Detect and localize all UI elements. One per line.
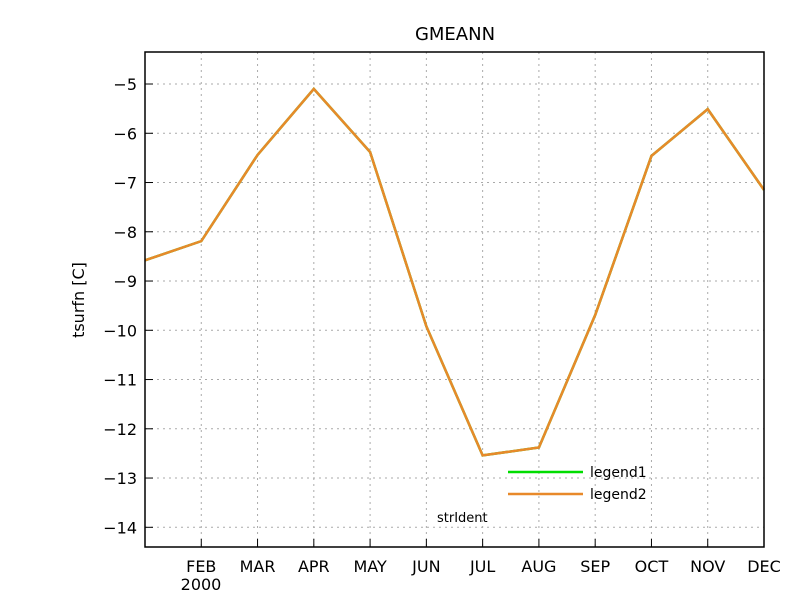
x-tick-label: MAY	[353, 557, 387, 576]
y-tick-label: −13	[103, 469, 137, 488]
x-tick-label: AUG	[521, 557, 556, 576]
x-tick-label: DEC	[747, 557, 781, 576]
legend-label-legend2: legend2	[590, 487, 647, 503]
y-tick-label: −11	[103, 371, 137, 390]
legend-label-legend1: legend1	[590, 465, 647, 481]
y-tick-label: −10	[103, 321, 137, 340]
y-tick-label: −12	[103, 420, 137, 439]
series-line-legend1	[144, 87, 766, 457]
x-sublabel: 2000	[181, 575, 222, 594]
x-tick-label: JUL	[469, 557, 495, 576]
x-tick-label: OCT	[635, 557, 669, 576]
y-tick-label: −5	[113, 75, 137, 94]
series-line-legend2	[144, 87, 766, 457]
x-tick-label: FEB	[186, 557, 216, 576]
chart-title: GMEANN	[415, 24, 495, 45]
y-tick-label: −8	[113, 223, 137, 242]
plot-frame	[144, 51, 765, 548]
y-tick-label: −9	[113, 272, 137, 291]
y-tick-label: −14	[103, 518, 137, 537]
x-tick-label: MAR	[240, 557, 276, 576]
x-tick-label: JUN	[411, 557, 440, 576]
y-tick-label: −7	[113, 174, 137, 193]
annotation-strident: strIdent	[437, 511, 488, 526]
x-tick-label: APR	[298, 557, 330, 576]
x-tick-label: NOV	[690, 557, 725, 576]
y-axis-label: tsurfn [C]	[69, 262, 88, 338]
y-tick-label: −6	[113, 124, 137, 143]
x-tick-label: SEP	[580, 557, 610, 576]
